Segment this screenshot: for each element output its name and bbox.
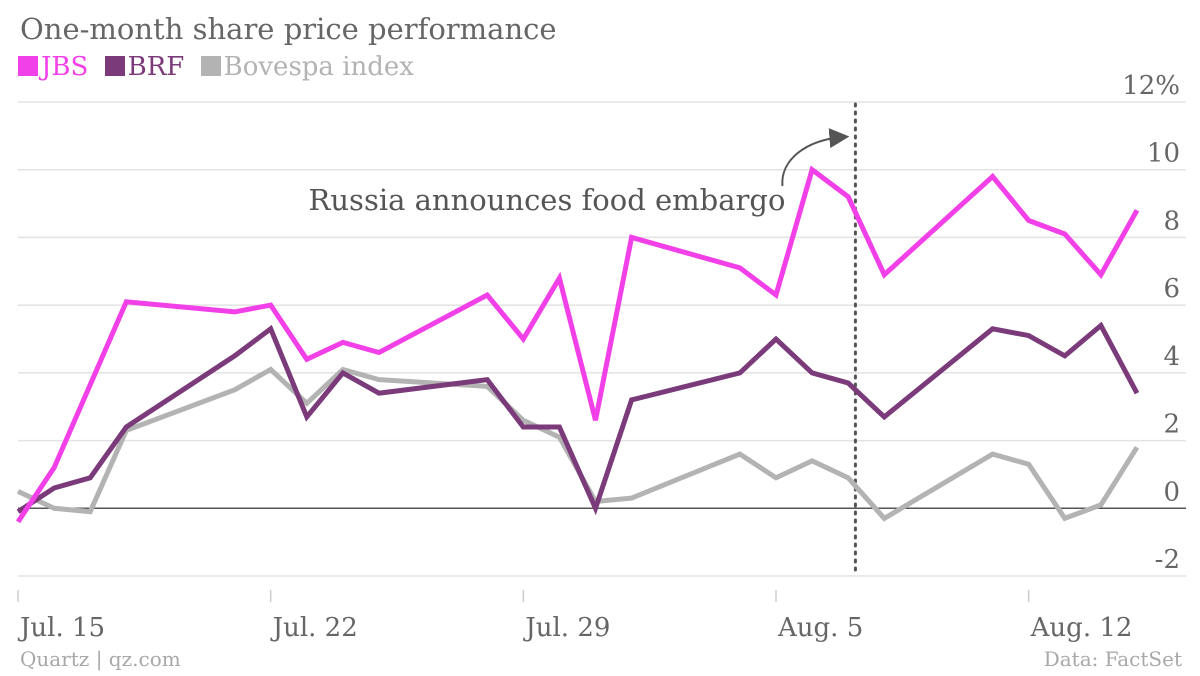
series-line-brf bbox=[16, 321, 1140, 516]
chart-title: One-month share price performance bbox=[20, 12, 557, 46]
series-line-bovespa-index bbox=[16, 366, 1140, 522]
x-tick-label: Jul. 15 bbox=[17, 613, 105, 643]
annotation-text: Russia announces food embargo bbox=[309, 183, 786, 217]
footer-source: Data: FactSet bbox=[1043, 647, 1182, 671]
y-tick-label: 8 bbox=[1163, 206, 1180, 236]
y-tick-label: -2 bbox=[1155, 545, 1180, 575]
footer-credit: Quartz | qz.com bbox=[20, 647, 181, 671]
legend: JBS BRF Bovespa index bbox=[18, 52, 422, 82]
legend-item-brf: BRF bbox=[104, 52, 185, 82]
legend-label-bovespa: Bovespa index bbox=[223, 52, 414, 82]
legend-item-bovespa: Bovespa index bbox=[200, 52, 414, 82]
legend-item-jbs: JBS bbox=[18, 52, 88, 82]
x-tick-label: Aug. 12 bbox=[1030, 613, 1133, 643]
y-tick-label: 12% bbox=[1122, 71, 1180, 101]
series-line-jbs bbox=[15, 165, 1140, 524]
y-tick-label: 6 bbox=[1163, 274, 1180, 304]
y-tick-label: 4 bbox=[1163, 342, 1180, 372]
legend-label-brf: BRF bbox=[127, 52, 185, 82]
legend-swatch-bovespa bbox=[200, 56, 221, 76]
y-tick-label: 10 bbox=[1147, 139, 1180, 169]
annotation-arrow bbox=[781, 128, 850, 187]
y-tick-label: 0 bbox=[1163, 477, 1180, 507]
legend-swatch-brf bbox=[104, 56, 125, 76]
legend-label-jbs: JBS bbox=[41, 52, 89, 82]
legend-swatch-jbs bbox=[18, 56, 38, 76]
x-tick-label: Aug. 5 bbox=[777, 613, 863, 643]
x-tick-label: Jul. 22 bbox=[270, 613, 358, 643]
x-tick-label: Jul. 29 bbox=[522, 613, 610, 643]
y-tick-label: 2 bbox=[1163, 410, 1180, 440]
